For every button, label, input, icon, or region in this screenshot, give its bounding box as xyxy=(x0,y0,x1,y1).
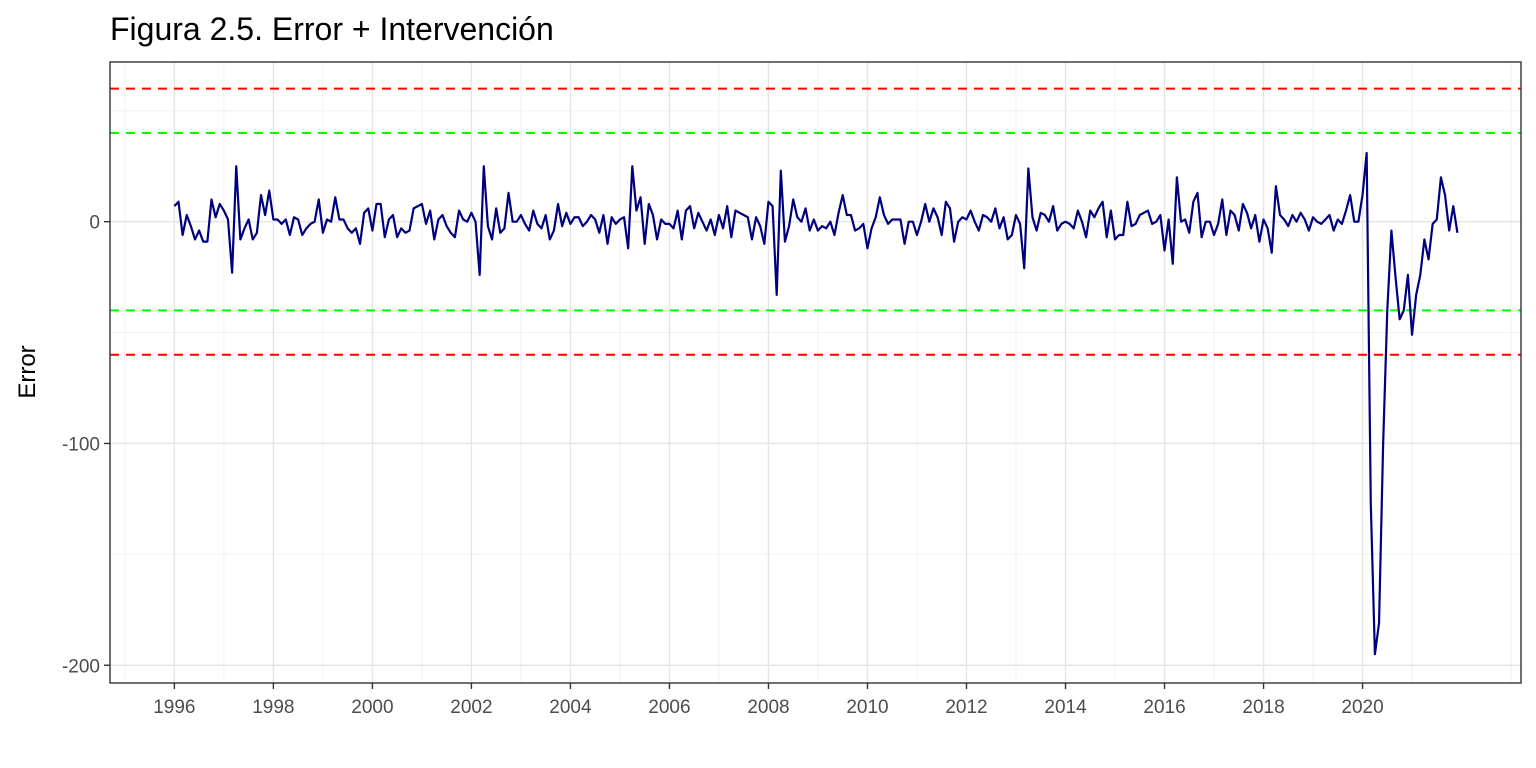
reference-lines xyxy=(110,87,1521,356)
x-tick-label: 2016 xyxy=(1143,697,1185,718)
x-tick-label: 2002 xyxy=(450,697,492,718)
x-tick-label: 2018 xyxy=(1242,697,1284,718)
x-tick-label: 2004 xyxy=(549,697,592,718)
x-tick-label: 2014 xyxy=(1044,697,1087,718)
x-tick-label: 1996 xyxy=(153,697,195,718)
grid-minor xyxy=(110,62,1521,683)
panel-border xyxy=(109,61,1522,684)
grid-major xyxy=(110,62,1521,683)
y-tick-label: -200 xyxy=(62,656,100,677)
x-tick-label: 1998 xyxy=(252,697,294,718)
x-tick-label: 2008 xyxy=(747,697,789,718)
x-tick-label: 2010 xyxy=(846,697,888,718)
series-line-0 xyxy=(173,151,1459,656)
y-tick-label: -100 xyxy=(62,434,100,455)
series-group xyxy=(173,151,1459,656)
x-tick-label: 2006 xyxy=(648,697,690,718)
x-tick-label: 2020 xyxy=(1341,697,1383,718)
chart-title: Figura 2.5. Error + Intervención xyxy=(110,11,554,47)
x-tick-label: 2012 xyxy=(945,697,987,718)
x-axis: 1996 1998 2000 2002 2004 2006 2008 2010 2012 2014… xyxy=(153,683,1384,718)
y-axis-label: Error xyxy=(14,345,41,398)
y-axis: 0 -100 -200 xyxy=(62,213,110,677)
x-tick-label: 2000 xyxy=(351,697,393,718)
y-tick-label: 0 xyxy=(89,213,100,234)
